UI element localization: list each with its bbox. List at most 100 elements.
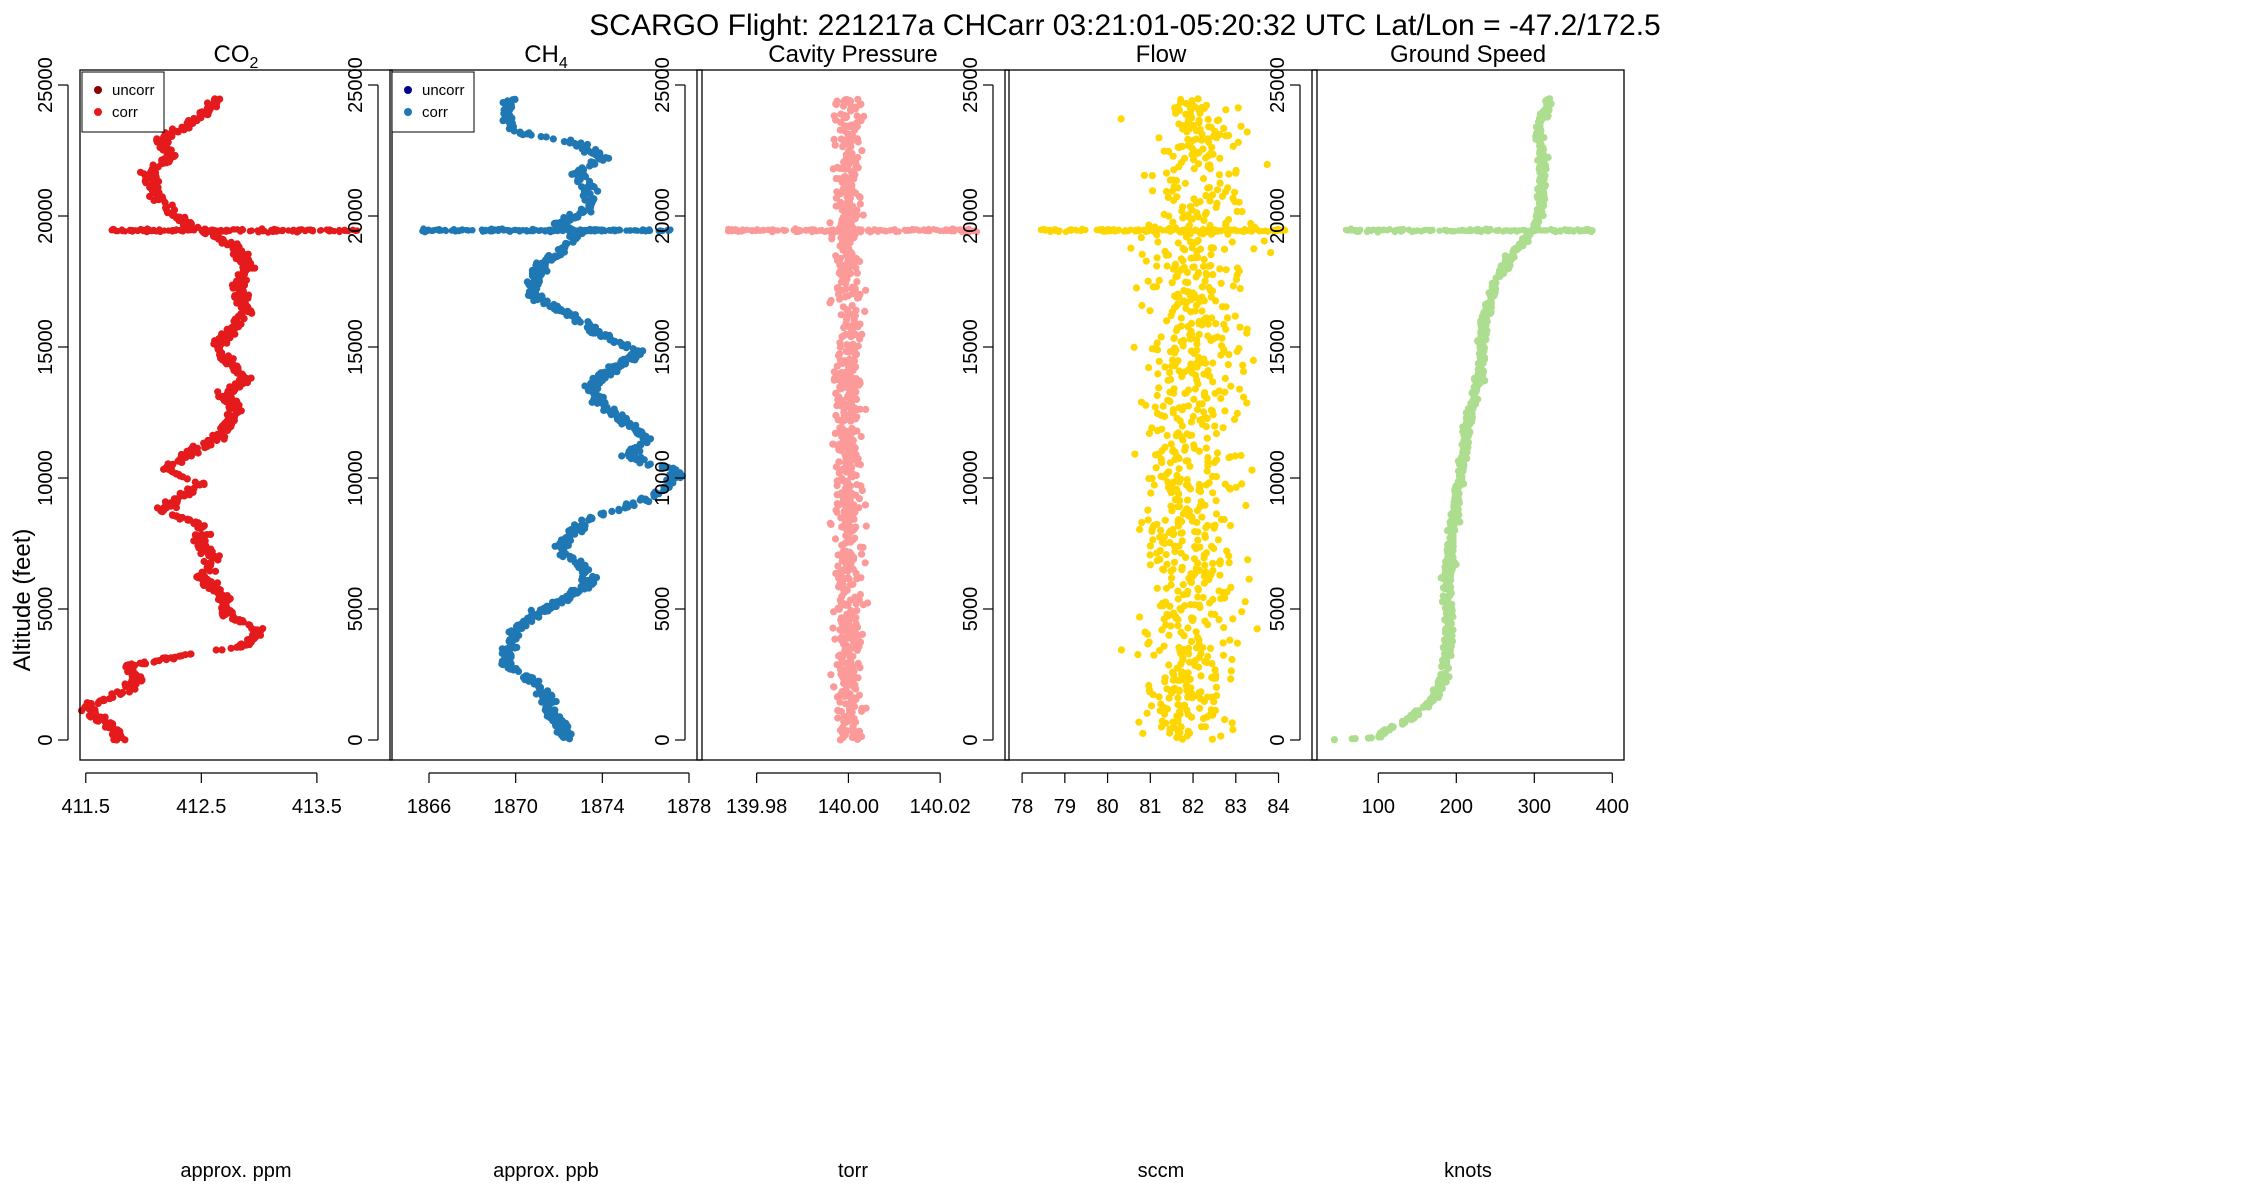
data-point (839, 213, 848, 221)
data-point (565, 732, 573, 740)
data-point (1176, 227, 1183, 234)
data-point (1205, 184, 1213, 192)
data-point (194, 519, 202, 527)
x-tick-label: 1878 (667, 796, 712, 818)
data-point (630, 425, 639, 433)
data-point (623, 355, 631, 363)
data-point (971, 227, 978, 234)
data-point (304, 226, 312, 233)
data-point (597, 510, 605, 518)
y-tick-label: 5000 (652, 587, 674, 632)
data-point (223, 423, 231, 431)
data-point (213, 99, 221, 107)
data-point (1222, 106, 1230, 114)
data-point (1193, 237, 1201, 245)
data-point (588, 514, 596, 522)
x-axis-label: torr (838, 1160, 868, 1182)
data-point (840, 332, 848, 340)
data-point (1169, 152, 1177, 160)
data-point (739, 226, 746, 233)
data-point (1212, 510, 1221, 518)
data-point (813, 228, 820, 235)
data-point (1175, 502, 1184, 511)
data-point (1144, 640, 1152, 648)
y-tick-label: 25000 (35, 57, 57, 113)
data-point (1239, 227, 1246, 235)
data-point (539, 607, 547, 615)
panel-title-subscript: 4 (559, 55, 568, 72)
data-point (221, 358, 229, 366)
data-point (636, 350, 644, 359)
data-point (1177, 606, 1185, 614)
data-point (858, 330, 866, 338)
data-point (1221, 374, 1229, 382)
data-point (194, 542, 202, 550)
data-point (172, 469, 180, 478)
data-point (1220, 515, 1228, 524)
data-point (1240, 393, 1248, 401)
data-point (1207, 251, 1215, 259)
data-point (615, 505, 623, 513)
data-point (844, 348, 852, 356)
data-point (852, 685, 860, 693)
data-point (542, 133, 550, 141)
data-point (851, 394, 860, 402)
data-point (228, 608, 236, 617)
data-point (848, 175, 856, 183)
data-point (576, 227, 584, 234)
data-point (646, 226, 653, 233)
data-point (227, 644, 235, 652)
data-point (851, 312, 860, 320)
data-point (840, 718, 848, 726)
data-point (541, 256, 550, 264)
legend-marker-corr (404, 108, 412, 116)
data-point (1148, 187, 1157, 195)
data-point (832, 100, 840, 108)
data-point (829, 165, 837, 173)
data-point (1247, 219, 1255, 228)
data-point (1146, 561, 1154, 569)
panel-title: CH4 (524, 41, 568, 72)
data-point (504, 227, 511, 234)
data-point (1183, 496, 1192, 504)
x-tick-label: 80 (1096, 796, 1118, 818)
data-point (229, 250, 237, 258)
data-point (1188, 114, 1196, 122)
data-point (1217, 279, 1225, 287)
data-point (1172, 293, 1180, 301)
data-point (541, 698, 549, 706)
data-point (838, 425, 847, 433)
x-tick-label: 140.02 (910, 796, 971, 818)
data-point (930, 226, 937, 233)
data-point (507, 660, 515, 668)
legend-label-uncorr: uncorr (422, 82, 465, 99)
data-point (629, 499, 637, 507)
data-point (213, 579, 222, 587)
data-point (1065, 227, 1072, 234)
data-point (186, 516, 194, 524)
data-point (238, 372, 247, 380)
data-point (1208, 735, 1216, 743)
data-point (556, 539, 564, 548)
data-point (140, 660, 148, 668)
data-point (234, 366, 242, 374)
data-point (1223, 547, 1231, 555)
data-point (1226, 485, 1234, 493)
data-point (842, 601, 850, 609)
data-point (214, 345, 222, 353)
data-point (1198, 513, 1206, 521)
data-point (1156, 602, 1164, 610)
data-point (227, 393, 235, 401)
data-point (841, 293, 849, 301)
data-point (834, 714, 842, 722)
data-point (782, 227, 790, 234)
data-point (1165, 528, 1173, 537)
data-point (1225, 170, 1233, 178)
data-point (1213, 449, 1222, 457)
data-point (1197, 498, 1205, 506)
data-point (1161, 678, 1169, 686)
data-point (1146, 542, 1154, 550)
data-point (849, 614, 857, 622)
